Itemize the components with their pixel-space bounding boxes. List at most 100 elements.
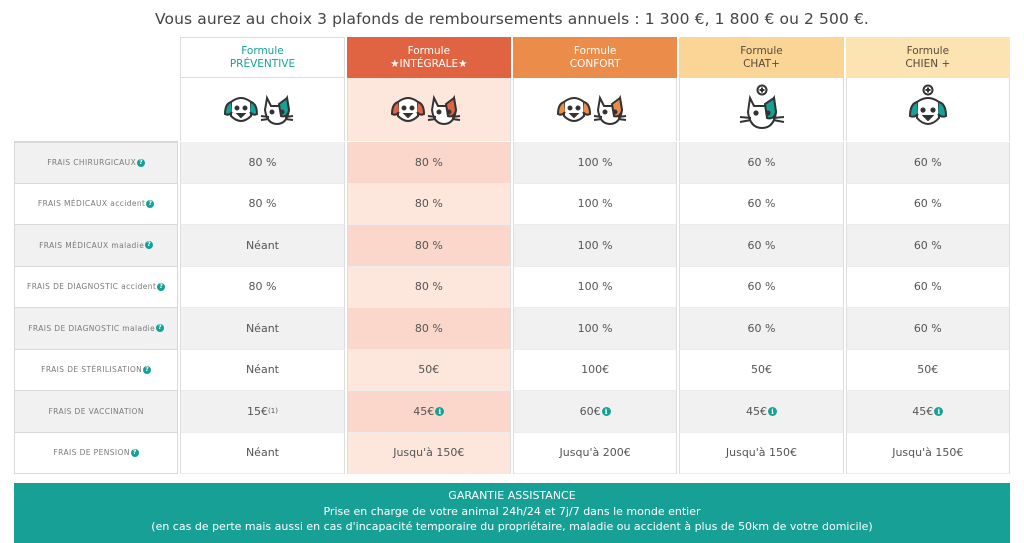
plan-header-line1: Formule <box>241 44 284 57</box>
plan-header-row: Formule PRÉVENTIVE Formule ★INTÉGRALE★ F… <box>14 37 1010 78</box>
table-cell: 50€ <box>346 349 511 391</box>
plan-header-integrale[interactable]: Formule ★INTÉGRALE★ <box>346 37 511 78</box>
table-cell: Néant <box>180 308 345 350</box>
table-cell: 100 % <box>512 183 678 225</box>
table-row: FRAIS MÉDICAUX maladie? Néant 80 % 100 %… <box>14 225 1010 267</box>
table-row: FRAIS DE DIAGNOSTIC maladie? Néant 80 % … <box>14 308 1010 350</box>
plan-header-line2: CHAT+ <box>743 57 780 70</box>
cat-plus-icon <box>739 84 784 129</box>
plan-icon-cell <box>845 78 1011 141</box>
row-label: FRAIS DE VACCINATION <box>14 391 179 433</box>
icon-spacer <box>14 78 179 142</box>
table-cell: 80 % <box>346 308 511 350</box>
table-row: FRAIS MÉDICAUX accident? 80 % 80 % 100 %… <box>14 183 1010 225</box>
help-icon[interactable]: ? <box>143 365 152 374</box>
table-cell: Néant <box>180 225 345 267</box>
info-icon[interactable]: i <box>767 406 777 416</box>
table-cell: 80 % <box>346 266 511 308</box>
plan-icon-cell <box>679 78 844 141</box>
assistance-banner: GARANTIE ASSISTANCE Prise en charge de v… <box>14 483 1010 543</box>
table-cell: 60€ i <box>512 391 678 433</box>
table-cell: Jusqu'à 150€ <box>679 432 844 474</box>
table-cell: 60 % <box>679 308 844 350</box>
table-cell: 80 % <box>346 142 511 184</box>
dog-cat-icon <box>557 94 627 125</box>
table-cell: 80 % <box>180 183 345 225</box>
plan-header-chat[interactable]: Formule CHAT+ <box>679 37 844 78</box>
table-cell: 100 % <box>512 308 678 350</box>
plan-header-preventive[interactable]: Formule PRÉVENTIVE <box>180 37 345 78</box>
help-icon[interactable]: ? <box>137 158 146 167</box>
table-cell: Jusqu'à 150€ <box>845 432 1010 474</box>
table-cell: 80 % <box>346 183 511 225</box>
table-cell: 80 % <box>346 225 511 267</box>
table-cell: 60 % <box>845 225 1010 267</box>
table-cell: 50€ <box>679 349 844 391</box>
row-label: FRAIS MÉDICAUX maladie? <box>14 225 179 267</box>
table-cell: 60 % <box>845 142 1010 184</box>
plan-header-line2: PRÉVENTIVE <box>229 57 296 70</box>
page-headline: Vous aurez au choix 3 plafonds de rembou… <box>155 10 869 28</box>
info-icon[interactable]: i <box>601 406 611 416</box>
table-row: FRAIS DE STÉRILISATION? Néant 50€ 100€ 5… <box>14 349 1010 391</box>
table-cell: 60 % <box>679 266 844 308</box>
dog-cat-icon <box>224 94 294 125</box>
table-cell: 50€ <box>845 349 1010 391</box>
help-icon[interactable]: ? <box>146 199 155 208</box>
help-icon[interactable]: ? <box>130 448 139 457</box>
row-label: FRAIS DE STÉRILISATION? <box>14 349 179 391</box>
row-label: FRAIS DE PENSION? <box>14 432 179 474</box>
table-cell: 60 % <box>845 308 1010 350</box>
table-cell: 15€ (1) <box>180 391 345 433</box>
table-cell: 80 % <box>180 142 345 184</box>
help-icon[interactable]: ? <box>157 282 166 291</box>
table-cell: Jusqu'à 200€ <box>512 432 678 474</box>
table-cell: 100€ <box>512 349 678 391</box>
help-icon[interactable]: ? <box>156 324 165 333</box>
table-cell: 80 % <box>180 266 345 308</box>
table-cell: 60 % <box>679 142 844 184</box>
comparison-table: Formule PRÉVENTIVE Formule ★INTÉGRALE★ F… <box>14 37 1011 474</box>
header-spacer <box>14 37 178 78</box>
table-cell: Jusqu'à 150€ <box>346 432 511 474</box>
plan-header-chien[interactable]: Formule CHIEN + <box>845 37 1010 78</box>
table-row: FRAIS DE VACCINATION 15€ (1) 45€ i 60€ i 45… <box>14 391 1010 433</box>
plan-header-line2: CHIEN + <box>905 57 951 70</box>
plan-header-line1: Formule <box>740 44 783 57</box>
table-cell: 60 % <box>679 225 844 267</box>
dog-plus-icon <box>908 84 947 125</box>
table-row: FRAIS DE PENSION? Néant Jusqu'à 150€ Jus… <box>14 432 1010 474</box>
dog-cat-icon <box>390 94 460 125</box>
table-cell: Néant <box>180 432 345 474</box>
plan-icon-row <box>14 78 1011 142</box>
plan-icon-cell <box>346 78 511 141</box>
help-icon[interactable]: ? <box>145 241 154 250</box>
table-cell: 100 % <box>512 225 678 267</box>
banner-line2: (en cas de perte mais aussi en cas d'inc… <box>151 520 873 533</box>
plan-header-line2: ★INTÉGRALE★ <box>390 57 468 70</box>
row-label: FRAIS DE DIAGNOSTIC accident? <box>14 266 179 308</box>
banner-line1: Prise en charge de votre animal 24h/24 e… <box>323 504 701 518</box>
row-label: FRAIS CHIRURGICAUX? <box>14 142 179 184</box>
banner-title: GARANTIE ASSISTANCE <box>448 489 576 502</box>
table-cell: 60 % <box>679 183 844 225</box>
table-row: FRAIS CHIRURGICAUX? 80 % 80 % 100 % 60 %… <box>14 142 1010 184</box>
plan-header-line1: Formule <box>573 44 617 57</box>
plan-header-line1: Formule <box>906 44 950 57</box>
table-cell: Néant <box>180 349 345 391</box>
info-icon[interactable]: i <box>934 406 944 416</box>
table-cell: 100 % <box>512 266 678 308</box>
table-cell: 45€ i <box>845 391 1010 433</box>
plan-icon-cell <box>180 78 345 141</box>
footnote-marker: (1) <box>268 407 278 416</box>
plan-icon-cell <box>513 78 678 141</box>
plan-header-line2: CONFORT <box>569 57 621 70</box>
plan-header-line1: Formule <box>407 44 451 57</box>
table-cell: 100 % <box>512 142 678 184</box>
row-label: FRAIS DE DIAGNOSTIC maladie? <box>14 308 179 350</box>
table-cell: 60 % <box>845 183 1010 225</box>
table-cell: 60 % <box>845 266 1010 308</box>
table-cell: 45€ i <box>346 391 511 433</box>
info-icon[interactable]: i <box>435 406 445 416</box>
plan-header-confort[interactable]: Formule CONFORT <box>512 37 678 78</box>
